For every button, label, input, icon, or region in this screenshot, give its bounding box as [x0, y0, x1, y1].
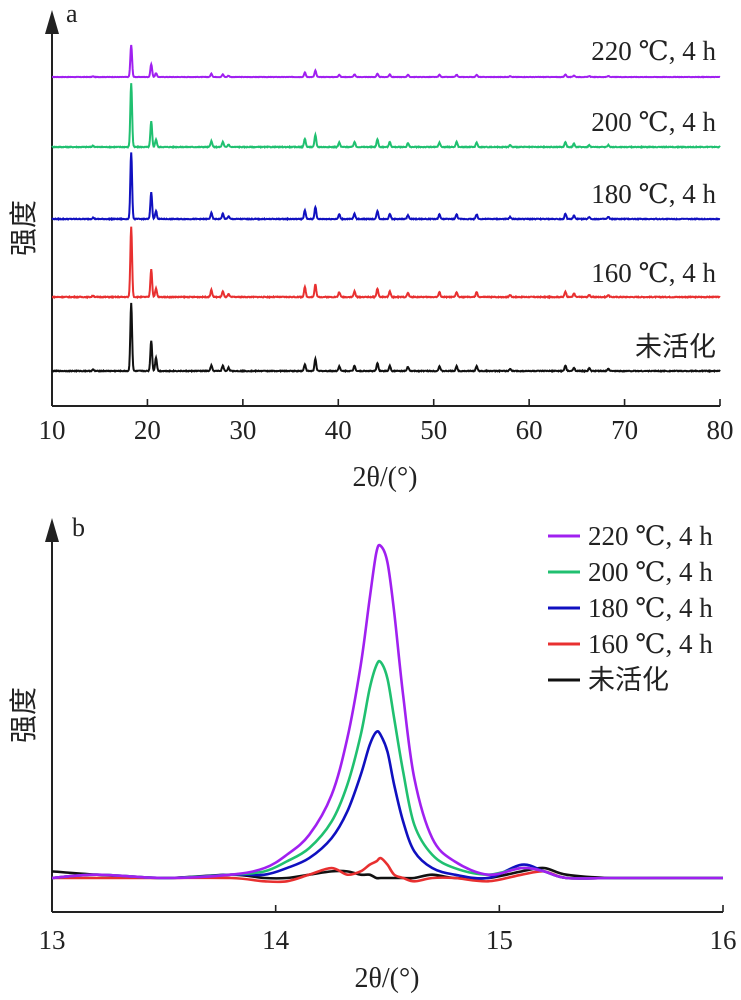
- y-axis-label-a: 强度: [8, 200, 40, 256]
- y-axis-arrow-b: [45, 518, 59, 542]
- x-tick-label-a: 40: [325, 415, 352, 445]
- panel-label-a: a: [66, 0, 78, 28]
- x-tick-label-a: 60: [516, 415, 543, 445]
- series-line-a: [51, 302, 721, 374]
- series-line-b: [51, 866, 723, 880]
- x-tick-label-a: 70: [611, 415, 638, 445]
- series-label-a: 200 ℃, 4 h: [591, 107, 716, 137]
- series-line-a: [51, 152, 721, 222]
- series-label-a: 160 ℃, 4 h: [591, 258, 716, 288]
- legend-label: 160 ℃, 4 h: [588, 629, 713, 659]
- y-axis-label-b: 强度: [8, 687, 40, 743]
- x-axis-label-b: 2θ/(°): [354, 963, 419, 994]
- x-tick-label-a: 10: [39, 415, 66, 445]
- x-tick-label-a: 50: [420, 415, 447, 445]
- legend-label: 200 ℃, 4 h: [588, 557, 713, 587]
- series-labels-a: 220 ℃, 4 h 200 ℃, 4 h 180 ℃, 4 h 160 ℃, 4 h…: [591, 36, 716, 362]
- series-line-a: [51, 83, 721, 150]
- traces-a: [51, 44, 721, 374]
- x-tick-label-b: 16: [710, 925, 737, 955]
- legend-b: 220 ℃, 4 h 200 ℃, 4 h 180 ℃, 4 h 160 ℃, 4 h…: [548, 521, 713, 695]
- panel-label-b: b: [72, 513, 85, 542]
- chart-panel-b: 220 ℃, 4 h 200 ℃, 4 h 180 ℃, 4 h 160 ℃, 4 h…: [8, 513, 737, 994]
- legend-label: 未活化: [588, 665, 669, 695]
- x-ticks-a: 10 20 30 40 50 60 70 80: [39, 399, 734, 445]
- legend-label: 180 ℃, 4 h: [588, 593, 713, 623]
- series-label-a: 180 ℃, 4 h: [591, 179, 716, 209]
- series-line-b: [51, 729, 723, 880]
- chart-panel-a: 220 ℃, 4 h 200 ℃, 4 h 180 ℃, 4 h 160 ℃, 4 h…: [8, 0, 734, 493]
- x-axis-label-a: 2θ/(°): [352, 462, 417, 493]
- legend-label: 220 ℃, 4 h: [588, 521, 713, 551]
- series-line-a: [51, 44, 721, 79]
- x-ticks-b: 13 14 15 16: [39, 905, 737, 955]
- axes-b: [45, 518, 723, 913]
- x-tick-label-a: 30: [229, 415, 256, 445]
- traces-b: [51, 543, 723, 884]
- series-label-a: 220 ℃, 4 h: [591, 36, 716, 66]
- series-label-a: 未活化: [635, 332, 716, 362]
- x-tick-label-b: 14: [262, 925, 290, 955]
- y-axis-arrow-a: [45, 10, 59, 34]
- x-tick-label-b: 13: [39, 925, 66, 955]
- x-tick-label-a: 20: [134, 415, 161, 445]
- series-line-a: [51, 226, 721, 300]
- x-tick-label-b: 15: [486, 925, 513, 955]
- x-tick-label-a: 80: [707, 415, 734, 445]
- series-line-b: [51, 543, 723, 880]
